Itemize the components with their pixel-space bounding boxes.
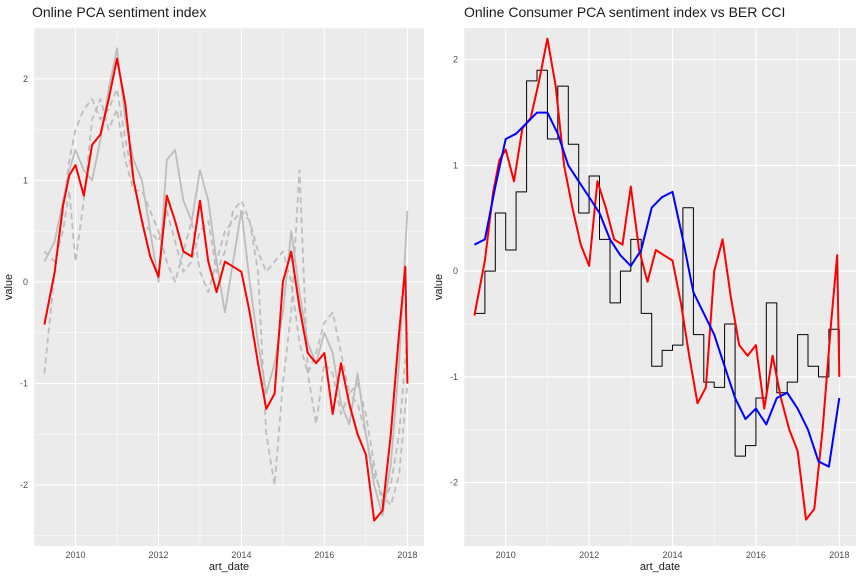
series-line-1 [473, 37, 841, 521]
chart-panel-left: Online PCA sentiment index 2010 2012 2014 2… [3, 4, 424, 573]
y-tick-label: -2 [450, 478, 458, 488]
chart-svg-left: 2010 2012 2014 2016 2018 -2 -1 0 1 2 art_date value [3, 27, 424, 573]
y-tick-label: 2 [453, 55, 458, 65]
x-axis-label: art_date [209, 561, 249, 573]
grid-lines [33, 27, 424, 546]
chart-panel-right: Online Consumer PCA sentiment index vs B… [432, 0, 864, 576]
x-tick-label: 2018 [397, 550, 417, 560]
x-tick-label: 2012 [579, 550, 599, 560]
x-tick-label: 2014 [662, 550, 682, 560]
x-tick-label: 2010 [65, 550, 85, 560]
x-tick-label: 2016 [314, 550, 334, 560]
plot-panel [464, 28, 856, 546]
series-line-1 [43, 88, 409, 507]
y-tick-label: 0 [453, 266, 458, 276]
chart-title: Online Consumer PCA sentiment index vs B… [464, 4, 786, 20]
y-tick-label: 1 [23, 175, 28, 185]
x-tick-label: 2016 [746, 550, 766, 560]
x-tick-label: 2010 [496, 550, 516, 560]
y-tick-label: -1 [450, 372, 458, 382]
x-axis-label: art_date [640, 561, 680, 573]
chart-title: Online PCA sentiment index [32, 4, 207, 20]
y-tick-label: -1 [20, 378, 28, 388]
y-axis-label: value [433, 274, 445, 300]
y-tick-label: 0 [23, 277, 28, 287]
series-line-3 [43, 57, 409, 522]
series-line-2 [43, 98, 409, 507]
chart-svg-right: 2010 2012 2014 2016 2018 -2 -1 0 1 2 art_date value [433, 28, 856, 573]
y-tick-label: -2 [20, 480, 28, 490]
series-line-2 [473, 111, 841, 468]
grid-lines [463, 28, 856, 546]
x-tick-label: 2012 [148, 550, 168, 560]
x-tick-label: 2014 [231, 550, 251, 560]
y-axis-label: value [3, 274, 15, 300]
y-tick-label: 2 [23, 74, 28, 84]
y-tick-label: 1 [453, 160, 458, 170]
x-tick-label: 2018 [829, 550, 849, 560]
